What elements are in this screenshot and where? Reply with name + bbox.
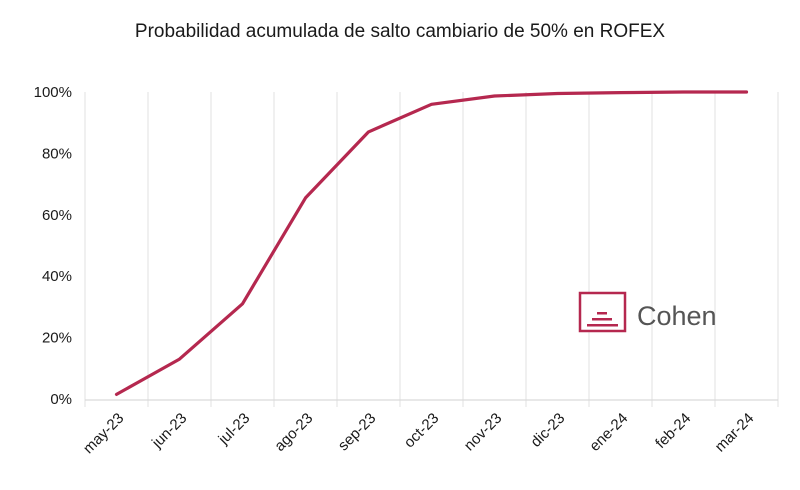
x-tick-label: sep-23 (335, 410, 379, 454)
x-tick-label: dic-23 (527, 410, 568, 451)
y-tick-label: 60% (42, 207, 72, 224)
chart-title: Probabilidad acumulada de salto cambiari… (134, 21, 666, 42)
y-tick-label: 20% (42, 330, 72, 347)
logo-icon-bar (597, 312, 607, 315)
x-tick-label: oct-23 (401, 410, 443, 452)
y-tick-label: 80% (42, 145, 72, 162)
x-tick-label: feb-24 (652, 410, 694, 452)
x-tick-label: mar-24 (712, 410, 758, 456)
logo-icon-bar (587, 324, 618, 327)
x-tick-label: nov-23 (461, 410, 505, 454)
logo-text: Cohen (637, 301, 717, 331)
y-tick-label: 0% (50, 391, 72, 408)
x-tick-label: ene-24 (586, 410, 631, 455)
x-tick-label: may-23 (80, 410, 127, 457)
x-tick-label: jul-23 (215, 410, 254, 449)
y-tick-label: 40% (42, 268, 72, 285)
x-tick-label: ago-23 (271, 410, 316, 455)
logo-icon-bar (592, 318, 612, 321)
x-tick-label: jun-23 (148, 410, 190, 452)
y-tick-label: 100% (34, 84, 72, 101)
